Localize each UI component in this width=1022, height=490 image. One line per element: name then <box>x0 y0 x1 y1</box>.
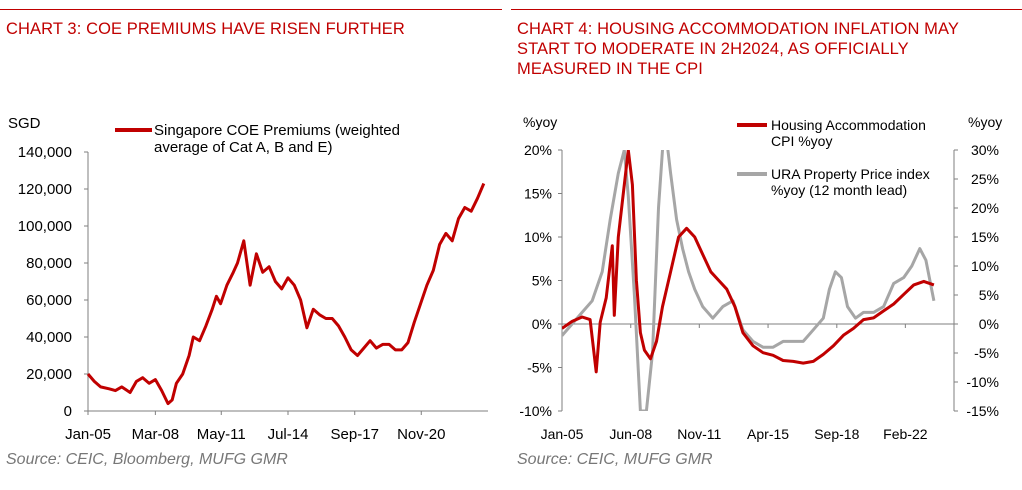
chart4-legend-label-ura-line: URA Property Price index <box>771 166 930 182</box>
chart3-legend-label: Singapore COE Premiums (weighted average … <box>154 122 400 156</box>
chart4-y-tick-label-right: -15% <box>966 403 999 419</box>
chart4-legend-label-housing-line: Housing Accommodation <box>771 117 926 133</box>
chart3-top-rule <box>0 9 502 10</box>
chart3-legend-label-line: Singapore COE Premiums (weighted <box>154 122 400 139</box>
chart4-y-tick-label-right: 10% <box>971 258 999 274</box>
chart3-y-tick-label: 140,000 <box>18 144 72 161</box>
chart4-x-tick-label: Jun-08 <box>609 426 652 442</box>
chart4-x-tick-label: Jan-05 <box>541 426 584 442</box>
chart4-series-line-housing <box>562 150 935 374</box>
chart4-y-tick-label-left: 20% <box>524 142 552 158</box>
chart4-y-tick-label-left: 15% <box>524 186 552 202</box>
chart3-source: Source: CEIC, Bloomberg, MUFG GMR <box>6 451 288 468</box>
chart4-x-tick-label: Nov-11 <box>677 426 721 442</box>
chart4-legend-label-ura-line: %yoy (12 month lead) <box>771 182 907 198</box>
chart4-legend-label-housing-line: CPI %yoy <box>771 133 832 149</box>
chart3-y-axis-label: SGD <box>8 115 41 132</box>
chart3-x-tick-label: Jul-14 <box>268 426 309 443</box>
chart4-y-tick-label-right: 5% <box>979 287 999 303</box>
chart3-series-line <box>86 182 486 406</box>
chart4-source: Source: CEIC, MUFG GMR <box>517 451 713 468</box>
chart3-title: CHART 3: COE PREMIUMS HAVE RISEN FURTHER <box>6 20 405 38</box>
chart3-panel: CHART 3: COE PREMIUMS HAVE RISEN FURTHER… <box>0 0 502 490</box>
chart3-y-tick-label: 0 <box>64 403 72 420</box>
chart4-title: CHART 4: HOUSING ACCOMMODATION INFLATION… <box>517 20 959 78</box>
chart3-x-tick-label: May-11 <box>197 426 246 443</box>
chart4-y-tick-label-left: -5% <box>527 360 552 376</box>
chart4-y-tick-label-left: 0% <box>532 316 552 332</box>
chart4-y-axis-label-left: %yoy <box>523 114 557 130</box>
chart3-x-tick-label: Sep-17 <box>331 426 379 443</box>
chart3-legend-label-line: average of Cat A, B and E) <box>154 139 332 156</box>
chart3-y-tick-label: 20,000 <box>26 366 72 383</box>
chart3-y-tick-label: 80,000 <box>26 255 72 272</box>
chart4-y-tick-label-left: 5% <box>532 273 552 289</box>
chart4-panel: CHART 4: HOUSING ACCOMMODATION INFLATION… <box>511 0 1022 490</box>
chart4-top-rule <box>511 9 1022 10</box>
chart4-y-axis-label-right: %yoy <box>968 114 1002 130</box>
chart4-y-tick-label-right: 20% <box>971 200 999 216</box>
chart3-y-tick-label: 60,000 <box>26 292 72 309</box>
chart4-y-tick-label-right: -10% <box>966 374 999 390</box>
chart3-x-tick-label: Mar-08 <box>132 426 180 443</box>
chart3-y-tick-label: 40,000 <box>26 329 72 346</box>
chart3-y-tick-label: 100,000 <box>18 218 72 235</box>
chart4-x-tick-label: Sep-18 <box>814 426 859 442</box>
chart4-x-tick-label: Feb-22 <box>883 426 928 442</box>
chart4-legend-label-housing: Housing Accommodation CPI %yoy <box>771 117 926 149</box>
chart4-y-tick-label-right: -5% <box>974 345 999 361</box>
chart4-y-tick-label-left: -10% <box>519 403 552 419</box>
chart4-y-tick-label-left: 10% <box>524 229 552 245</box>
chart3-x-tick-label: Nov-20 <box>397 426 445 443</box>
chart4-legend-label-ura: URA Property Price index %yoy (12 month l… <box>771 166 930 198</box>
chart4-x-tick-label: Apr-15 <box>747 426 789 442</box>
chart4-y-tick-label-right: 15% <box>971 229 999 245</box>
chart3-x-tick-label: Jan-05 <box>65 426 111 443</box>
chart3-plot: SGD 0 20,000 40,000 60,000 80,000 100,000 120,0… <box>8 115 488 443</box>
chart4-plot: %yoy %yoy -10% -5% 0% 5% 10% 15% 20% -15% -10% -5% 0… <box>519 114 1002 442</box>
chart4-y-tick-label-right: 0% <box>979 316 999 332</box>
chart3-y-tick-label: 120,000 <box>18 181 72 198</box>
chart4-y-tick-label-right: 30% <box>971 142 999 158</box>
chart4-y-tick-label-right: 25% <box>971 171 999 187</box>
